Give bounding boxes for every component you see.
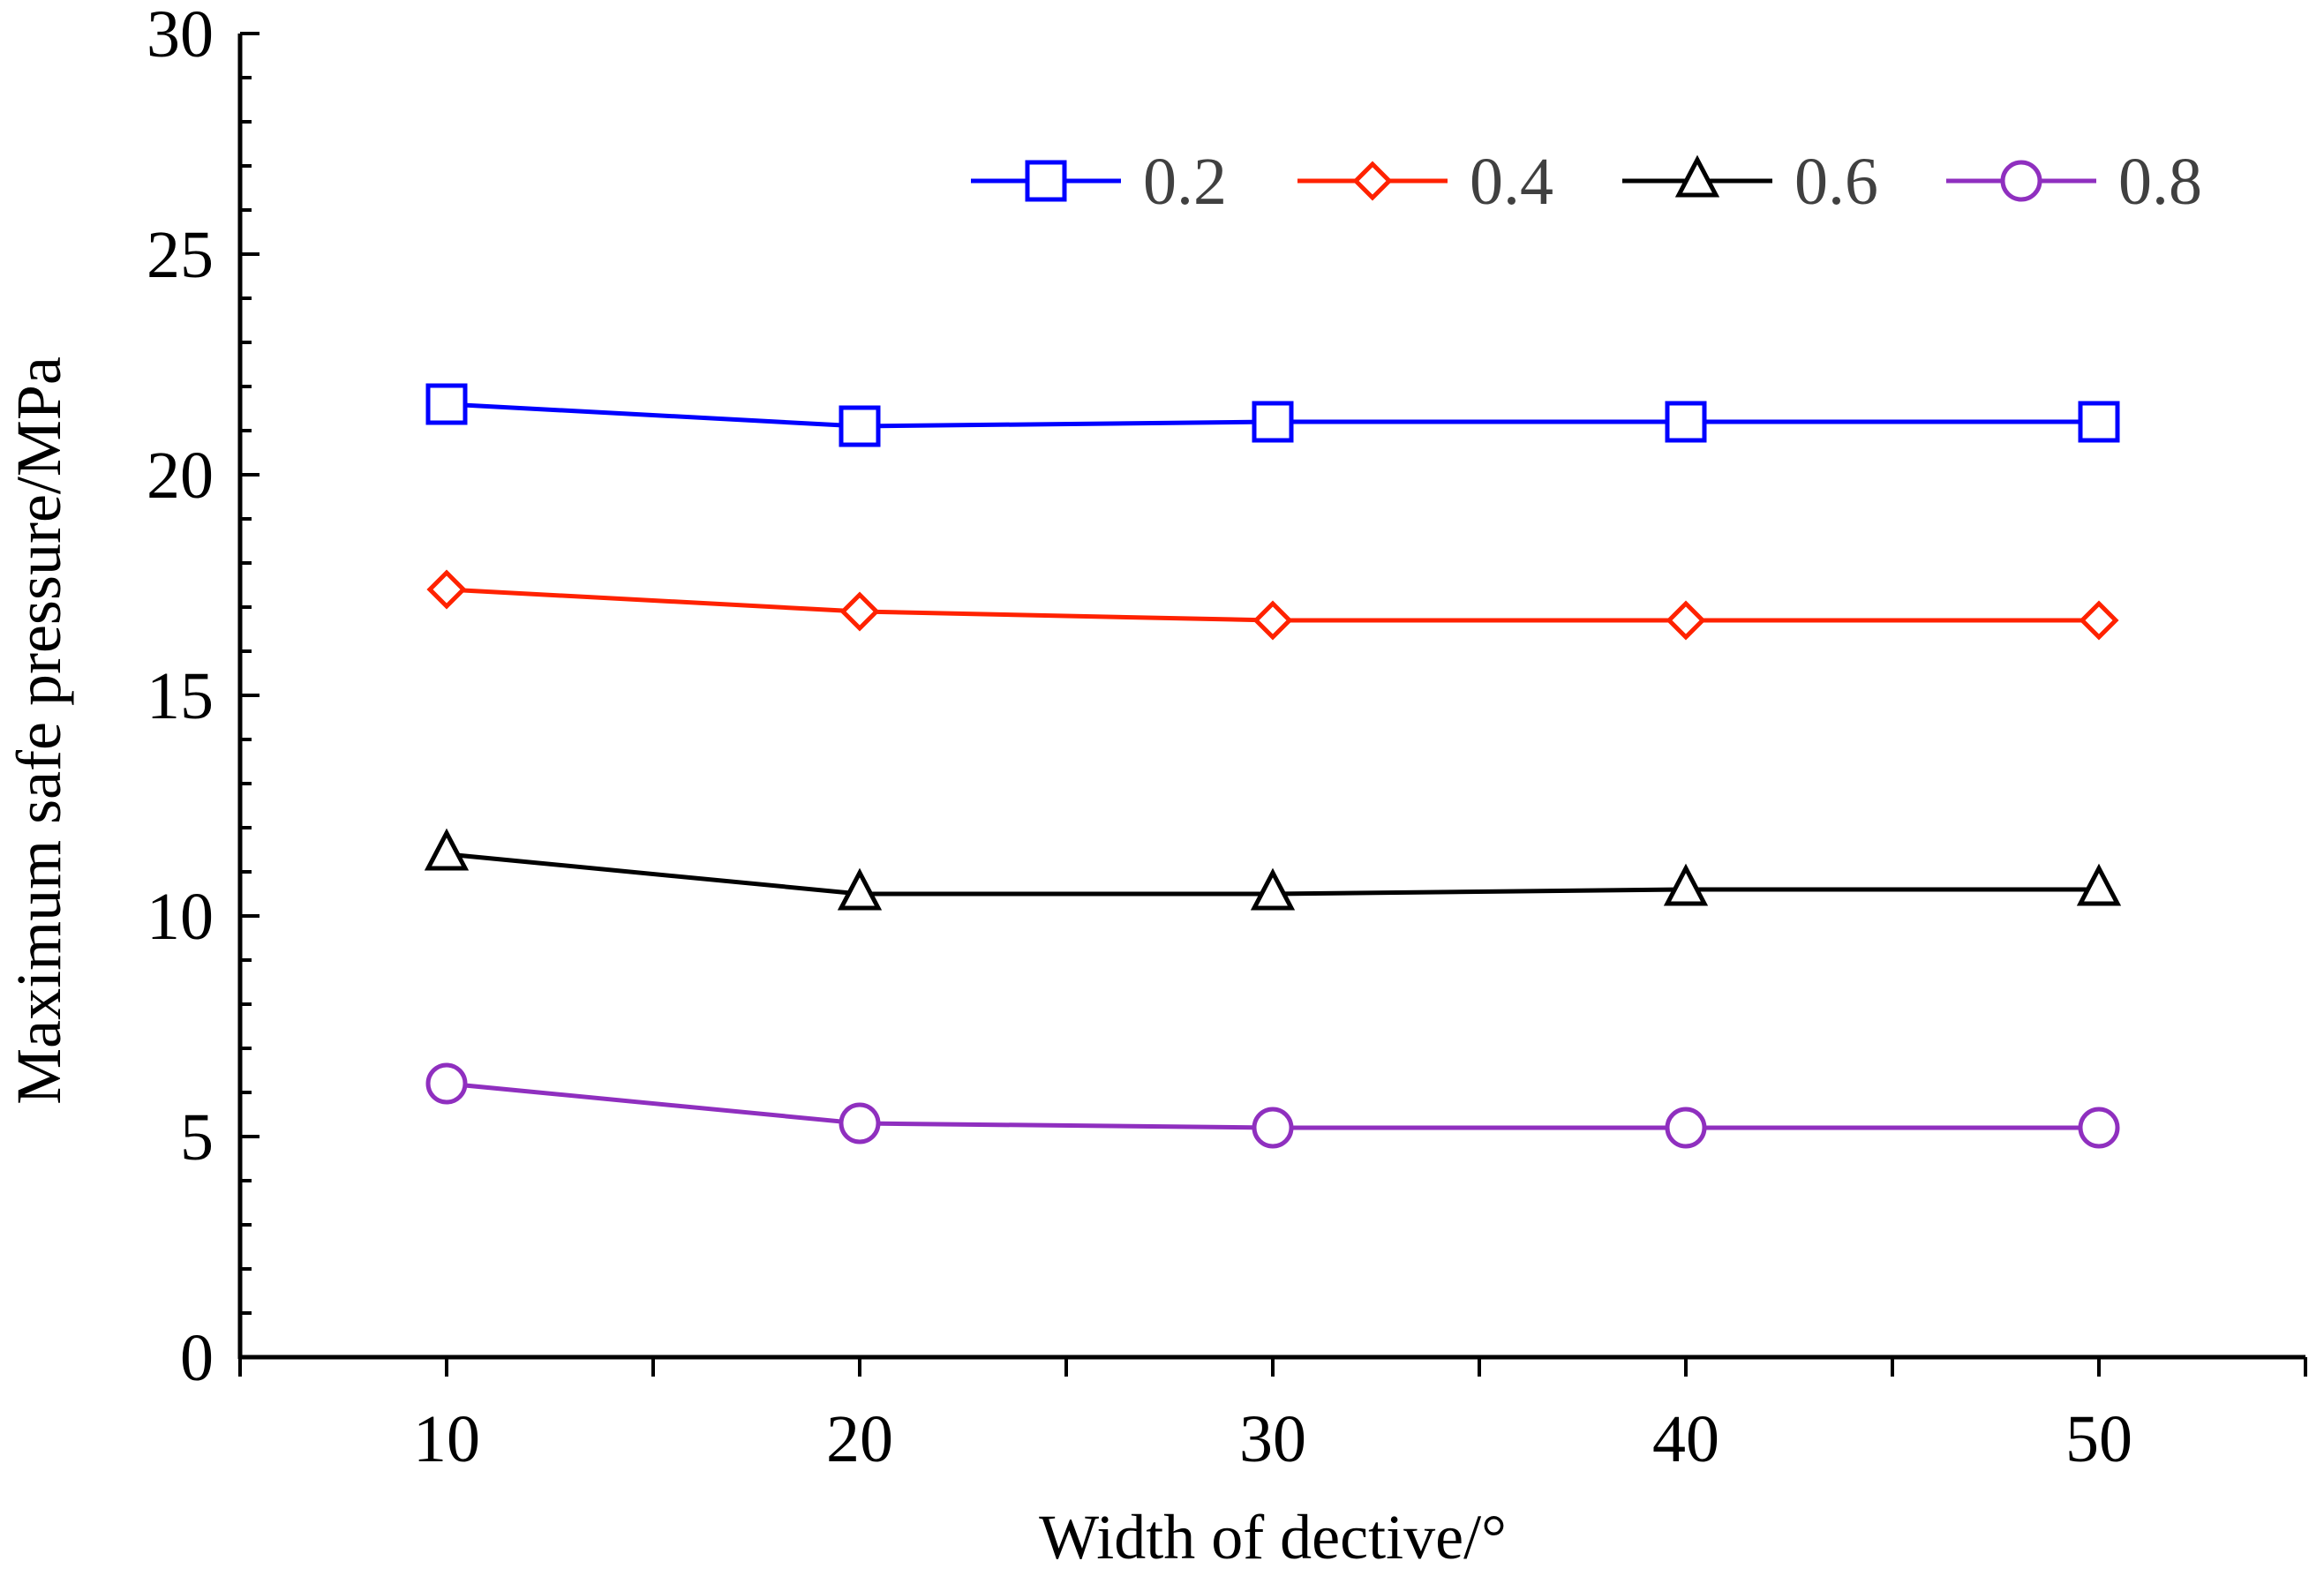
legend-label: 0.6 (1794, 145, 1878, 219)
data-point (426, 569, 467, 610)
data-point (2079, 600, 2119, 641)
data-point (839, 591, 880, 632)
legend-label: 0.8 (2118, 145, 2202, 219)
legend-label: 0.4 (1470, 145, 1553, 219)
legend-label: 0.2 (1143, 145, 1227, 219)
legend-marker (1352, 161, 1393, 201)
y-tick-label: 20 (147, 439, 214, 513)
data-point (1252, 1107, 1294, 1149)
y-tick-label: 15 (147, 659, 214, 733)
axes: 0 5 10 15 20 25 30 10 20 30 40 50 (147, 0, 2307, 1476)
legend-item: 0.6 (1622, 145, 1878, 219)
legend-marker (1674, 154, 1720, 198)
y-axis-title: Maximum safe pressure/MPa (4, 356, 74, 1105)
data-point (1666, 600, 1706, 641)
data-point (1665, 401, 1707, 443)
data-point (839, 405, 881, 447)
y-tick-label: 30 (147, 0, 214, 71)
series-0.6 (424, 828, 2122, 911)
x-axis-title: Width of dective/° (1039, 1502, 1507, 1572)
y-tick-label: 10 (147, 880, 214, 954)
data-point (1252, 401, 1294, 443)
legend-item: 0.2 (971, 145, 1227, 219)
x-axis-ticks: 10 20 30 40 50 (238, 1357, 2307, 1476)
data-point (425, 1062, 468, 1105)
series-0.2 (425, 383, 2120, 447)
series-0.4 (426, 569, 2119, 641)
x-tick-label: 40 (1652, 1402, 1719, 1476)
series-0.8 (425, 1062, 2120, 1149)
series-layer (424, 383, 2122, 1149)
y-axis-ticks: 0 5 10 15 20 25 30 (147, 0, 259, 1395)
x-tick-label: 30 (1239, 1402, 1306, 1476)
data-point (2076, 863, 2122, 906)
legend-marker (2000, 160, 2042, 202)
data-point (424, 828, 470, 871)
x-tick-label: 10 (413, 1402, 480, 1476)
legend-item: 0.4 (1297, 145, 1553, 219)
data-point (2078, 1107, 2120, 1149)
data-point (1665, 1107, 1707, 1149)
legend-item: 0.8 (1946, 145, 2202, 219)
data-point (1252, 600, 1293, 641)
legend-marker (1025, 160, 1067, 202)
legend: 0.2 0.4 0.6 0.8 (971, 145, 2202, 219)
y-tick-label: 25 (147, 218, 214, 292)
data-point (1250, 867, 1296, 911)
y-tick-label: 5 (180, 1100, 214, 1174)
data-point (839, 1102, 881, 1144)
data-point (1663, 863, 1709, 906)
data-point (837, 867, 883, 911)
data-point (425, 383, 468, 425)
data-point (2078, 401, 2120, 443)
x-tick-label: 50 (2065, 1402, 2132, 1476)
y-tick-label: 0 (180, 1321, 214, 1395)
x-tick-label: 20 (826, 1402, 893, 1476)
